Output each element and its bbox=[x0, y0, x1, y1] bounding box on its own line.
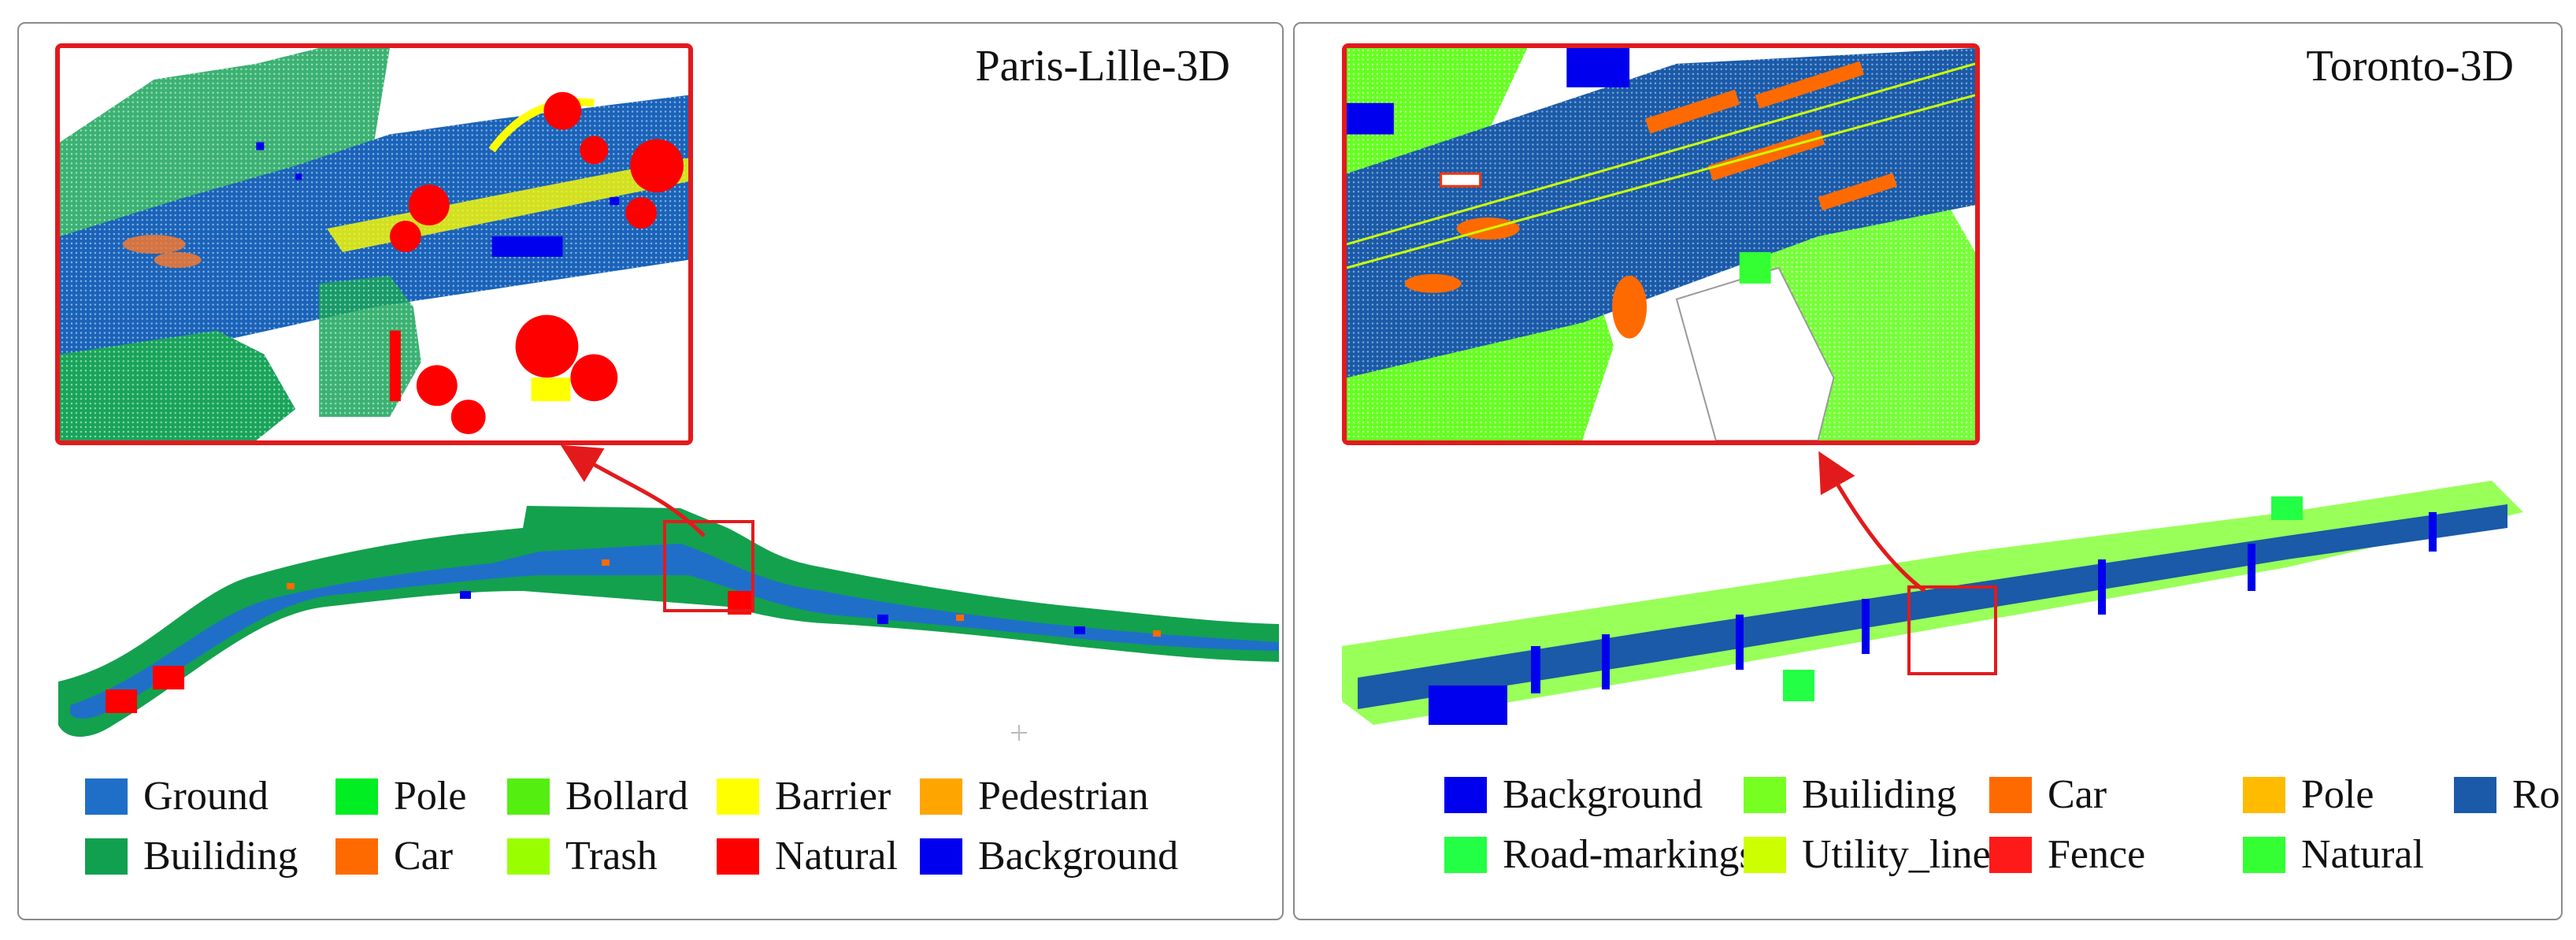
legend-swatch bbox=[507, 778, 550, 815]
legend-item: Pedestrian bbox=[920, 772, 1156, 821]
legend-label: Pedestrian bbox=[978, 774, 1149, 819]
legend-swatch bbox=[335, 778, 378, 815]
legend-item: Pole bbox=[2243, 771, 2454, 819]
legend-swatch bbox=[2243, 777, 2285, 813]
legend-swatch bbox=[920, 838, 962, 875]
legend-item: Background bbox=[920, 832, 1178, 881]
legend-swatch bbox=[85, 838, 128, 875]
legend-label: Background bbox=[978, 834, 1179, 879]
legend-swatch bbox=[1444, 837, 1487, 873]
legend-swatch bbox=[1989, 837, 2032, 873]
legend-item: Car bbox=[335, 832, 507, 881]
legend-label: Builiding bbox=[143, 834, 298, 879]
legend-item: Pole bbox=[335, 772, 507, 821]
legend-swatch bbox=[335, 838, 378, 875]
legend-swatch bbox=[2243, 837, 2285, 873]
panel-title: Paris-Lille-3D bbox=[975, 42, 1230, 91]
full-scene-point-cloud bbox=[1342, 465, 2539, 796]
zoomed-point-cloud-view bbox=[55, 43, 693, 445]
zoomed-point-cloud-view bbox=[1342, 43, 1980, 445]
legend-label: Road bbox=[2512, 772, 2561, 817]
full-scene-image bbox=[1342, 481, 2523, 725]
legend-label: Bollard bbox=[565, 774, 688, 819]
zoomed-point-cloud-image bbox=[60, 48, 688, 440]
legend-label: Background bbox=[1503, 772, 1703, 817]
legend-item: Road bbox=[2454, 771, 2561, 819]
zoomed-point-cloud-image bbox=[1347, 48, 1975, 440]
legend-item: Builiding bbox=[85, 832, 335, 881]
legend-item: Barrier bbox=[717, 772, 920, 821]
legend-item: Car bbox=[1989, 771, 2243, 819]
full-scene-point-cloud bbox=[50, 496, 1279, 764]
panel-title: Toronto-3D bbox=[2306, 42, 2514, 91]
legend-label: Natural bbox=[775, 834, 898, 879]
legend-item: Trash bbox=[507, 832, 717, 881]
legend-item: Bollard bbox=[507, 772, 717, 821]
legend-label: Fence bbox=[2048, 832, 2146, 877]
legend: Background Builiding Car Pole Road Road-… bbox=[1444, 771, 2561, 879]
legend-item: Ground bbox=[85, 772, 335, 821]
legend-swatch bbox=[1989, 777, 2032, 813]
legend-swatch bbox=[1744, 837, 1786, 873]
legend-label: Car bbox=[2048, 772, 2107, 817]
legend-item: Natural bbox=[717, 832, 920, 881]
legend: Ground Pole Bollard Barrier Pedestrian B… bbox=[85, 772, 1178, 881]
legend-swatch bbox=[85, 778, 128, 815]
legend-swatch bbox=[717, 778, 759, 815]
legend-swatch bbox=[1744, 777, 1786, 813]
legend-item: Road-markings bbox=[1444, 830, 1755, 879]
legend-label: Utility_line bbox=[1802, 832, 1991, 877]
paris-lille-panel: Paris-Lille-3D bbox=[17, 22, 1284, 920]
legend-item: Fence bbox=[1989, 830, 2243, 879]
legend-label: Ground bbox=[143, 774, 269, 819]
legend-label: Pole bbox=[2301, 772, 2374, 817]
legend-item: Natural bbox=[2243, 830, 2454, 879]
legend-label: Natural bbox=[2301, 832, 2424, 877]
legend-label: Trash bbox=[565, 834, 658, 879]
legend-item: Builiding bbox=[1744, 771, 1989, 819]
legend-swatch bbox=[717, 838, 759, 875]
legend-swatch bbox=[507, 838, 550, 875]
legend-label: Pole bbox=[394, 774, 467, 819]
legend-label: Builiding bbox=[1802, 772, 1957, 817]
toronto-panel: Toronto-3D bbox=[1293, 22, 2563, 920]
legend-label: Car bbox=[394, 834, 454, 879]
legend-item: Utility_line bbox=[1744, 830, 1991, 879]
full-scene-image bbox=[58, 506, 1279, 741]
legend-swatch bbox=[2454, 777, 2496, 813]
legend-item: Background bbox=[1444, 771, 1744, 819]
legend-swatch bbox=[920, 778, 962, 815]
legend-label: Road-markings bbox=[1503, 832, 1755, 877]
legend-swatch bbox=[1444, 777, 1487, 813]
legend-label: Barrier bbox=[775, 774, 891, 819]
